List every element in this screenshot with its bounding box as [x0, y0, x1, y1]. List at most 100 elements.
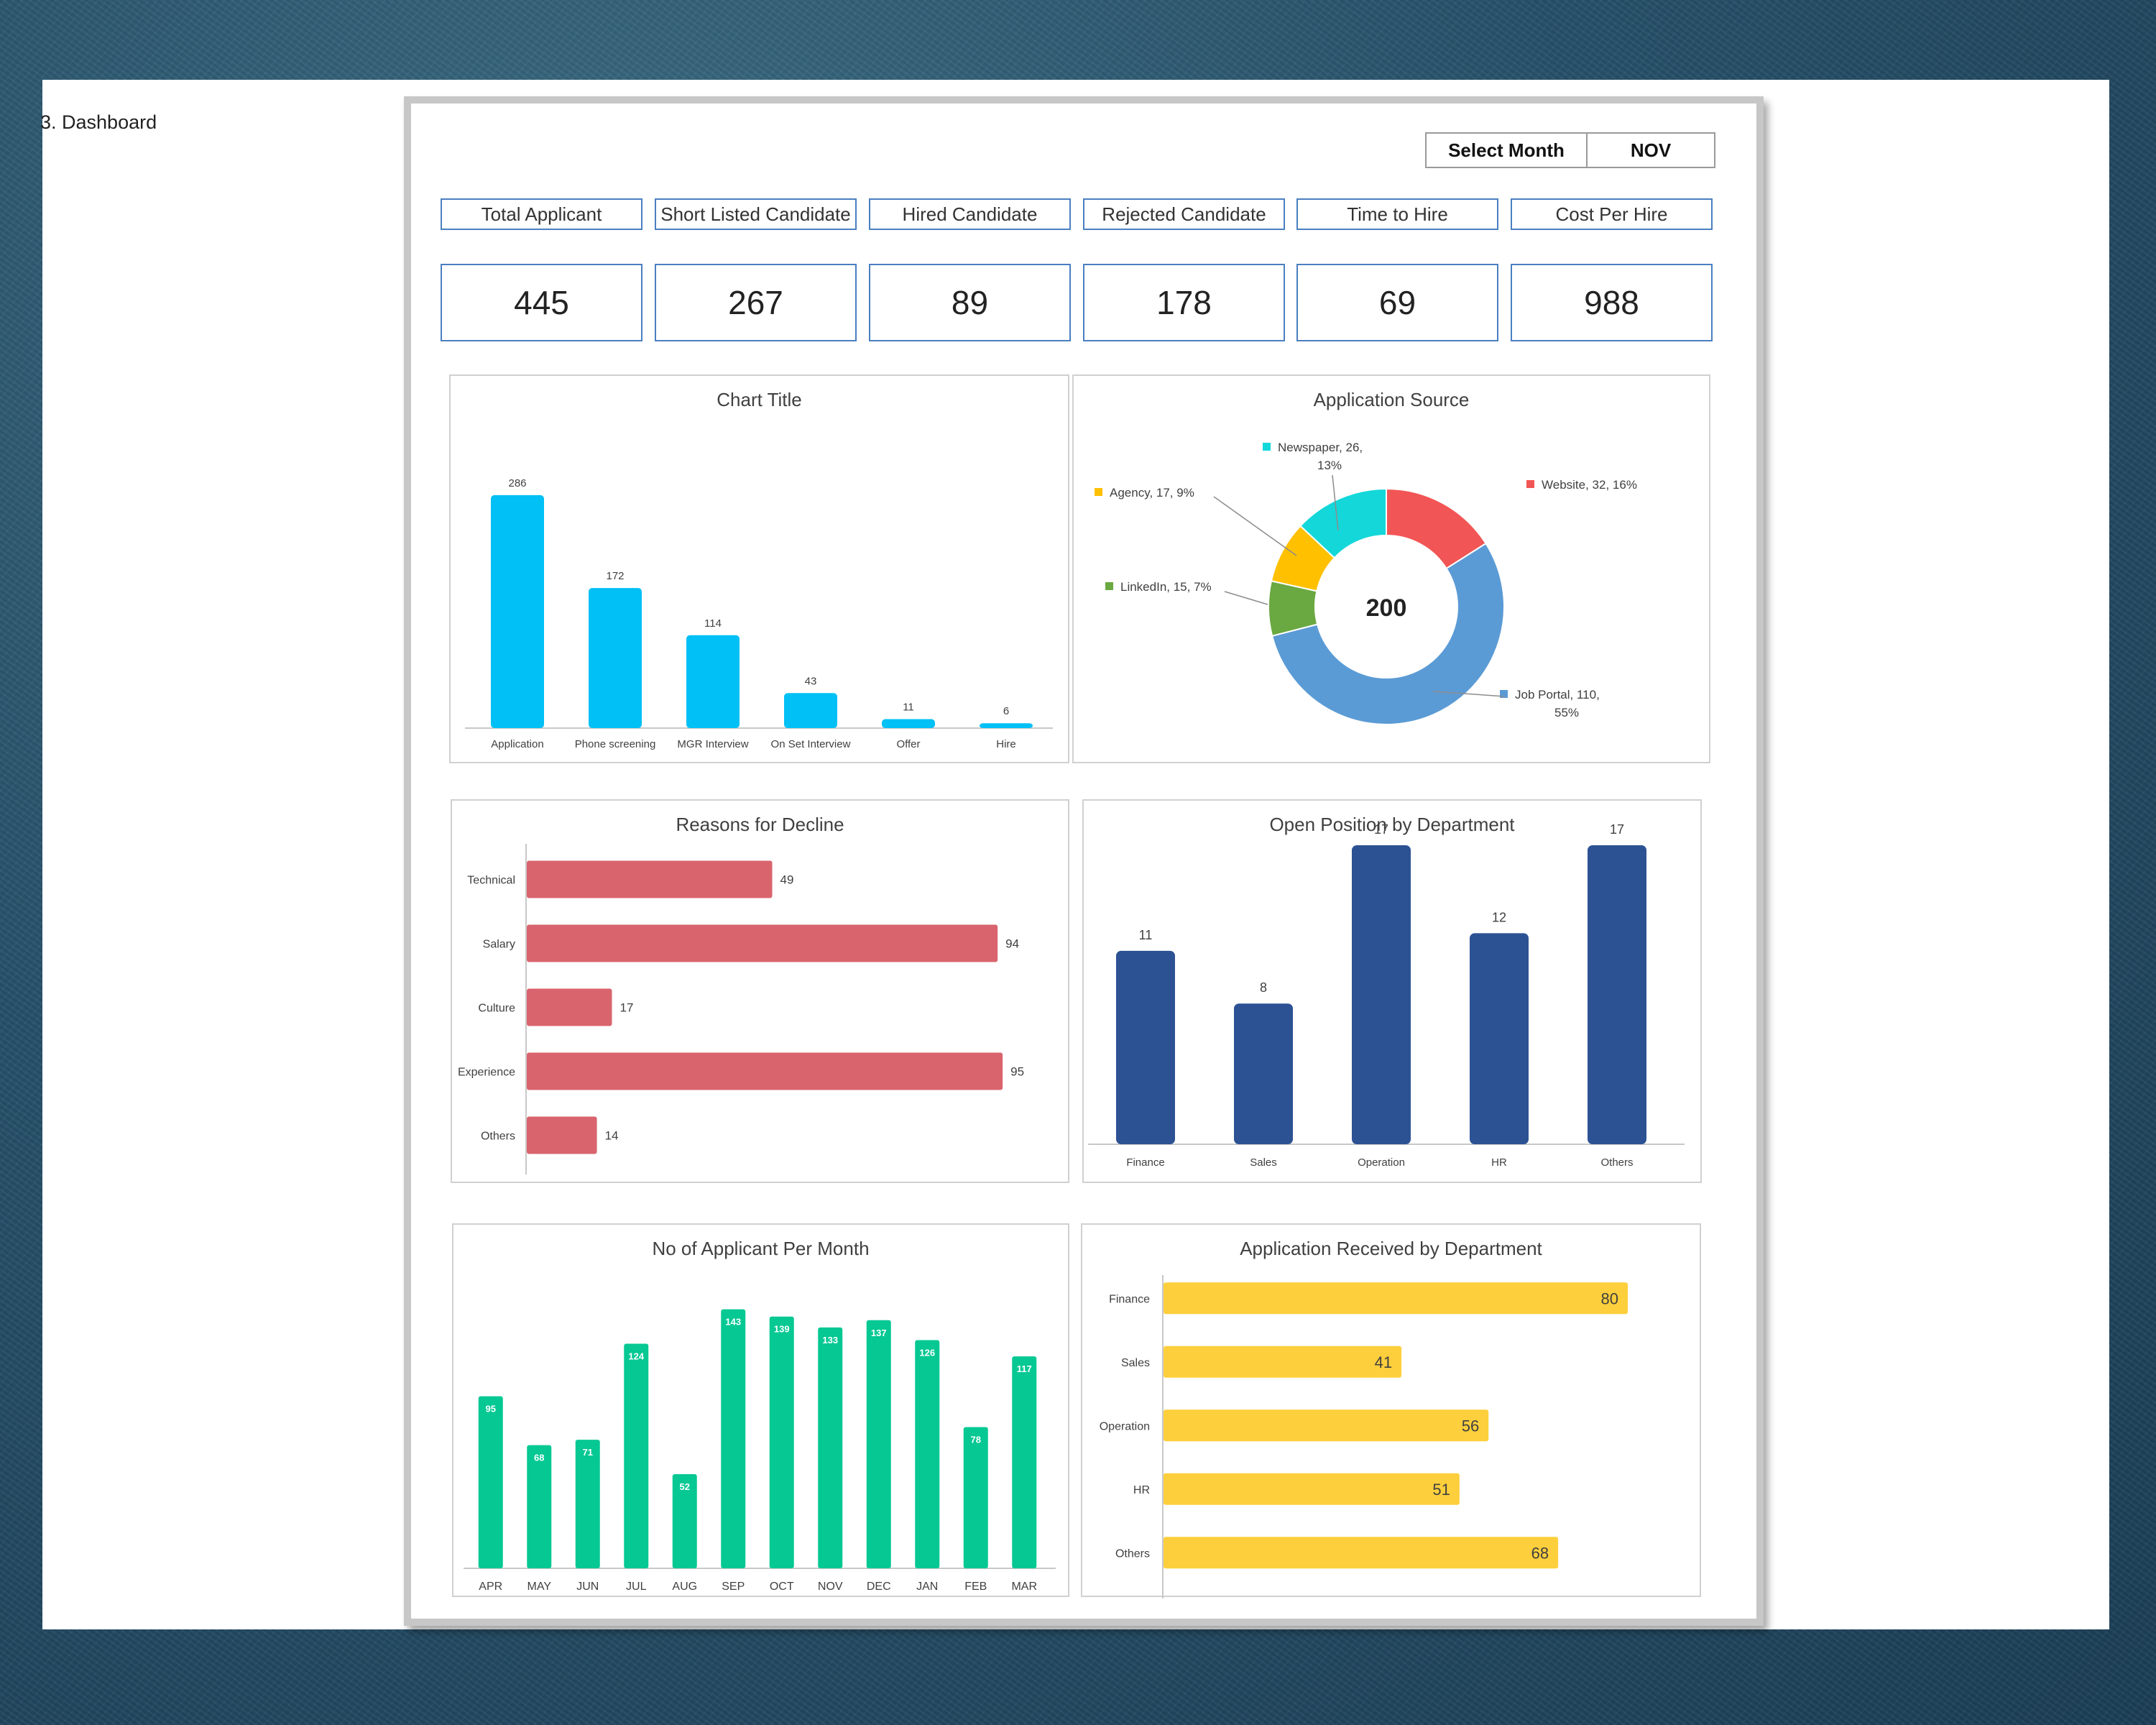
data-label: 139: [774, 1324, 790, 1335]
data-label: 8: [1260, 980, 1267, 995]
kpi-value-total-applicant: 445: [441, 264, 642, 341]
kpi-label-total-applicant: Total Applicant: [441, 198, 642, 230]
data-label: 172: [606, 570, 624, 582]
x-tick-label: Sales: [1250, 1156, 1277, 1169]
bar: [686, 635, 740, 728]
x-tick-label: SEP: [722, 1581, 745, 1593]
kpi-label-time-to-hire: Time to Hire: [1296, 198, 1498, 230]
leader-line: [1224, 591, 1268, 605]
kpi-value-cost-per-hire: 988: [1511, 264, 1713, 341]
bar: [980, 723, 1033, 728]
leader-line: [1332, 474, 1339, 531]
bar: [527, 924, 998, 962]
data-label: 133: [822, 1335, 838, 1346]
data-label: 78: [971, 1434, 981, 1445]
bar: [1116, 950, 1175, 1144]
funnel-chart-svg: 286 Application 172 Phone screening 114 MGR I…: [465, 477, 1053, 750]
x-tick-label: MAY: [528, 1581, 552, 1593]
chart-title: Open Position by Department: [1269, 814, 1515, 835]
panel-open-position: Open Position by Department 11 Finance 8 Sa…: [1082, 799, 1702, 1183]
bar: [1234, 1003, 1293, 1144]
data-label: 94: [1005, 937, 1019, 951]
application-received-svg: 80 Finance 41 Sales 56 Operation 51 HR 68 Others: [1100, 1275, 1628, 1598]
data-label: 49: [780, 873, 794, 887]
chart-title: No of Applicant Per Month: [652, 1238, 870, 1259]
legend-swatch: [1095, 488, 1102, 496]
y-tick-label: Sales: [1121, 1357, 1150, 1369]
data-label: 56: [1462, 1417, 1479, 1435]
bar: [527, 1445, 552, 1568]
y-tick-label: Technical: [467, 875, 515, 887]
slice-callout-label: Website, 32, 16%: [1542, 478, 1637, 492]
panel-funnel-chart: Chart Title 286 Application 172 Phone scree…: [449, 374, 1069, 763]
bar: [818, 1327, 843, 1568]
bar: [1470, 933, 1529, 1144]
data-label: 52: [680, 1481, 690, 1492]
slice-callout-label: Job Portal, 110,: [1515, 688, 1600, 702]
reasons-for-decline-svg: 49 Technical 94 Salary 17 Culture 95 Experience…: [458, 844, 1024, 1174]
bar: [1352, 845, 1411, 1144]
bar: [721, 1309, 746, 1568]
legend-swatch: [1500, 690, 1508, 698]
data-label: 6: [1003, 705, 1009, 717]
kpi-label-hired: Hired Candidate: [869, 198, 1071, 230]
month-selector-label: Select Month: [1427, 134, 1588, 167]
slice-callout-label: 55%: [1554, 706, 1579, 719]
chart-title: Application Source: [1313, 389, 1470, 410]
legend-swatch: [1105, 582, 1113, 590]
donut-slice: [1299, 487, 1387, 559]
data-label: 12: [1492, 910, 1506, 924]
bar: [1588, 845, 1646, 1144]
kpi-value-short-listed: 267: [655, 264, 857, 341]
slice-callout-label: Newspaper, 26,: [1278, 441, 1363, 454]
data-label: 11: [1139, 928, 1153, 942]
y-tick-label: Culture: [478, 1003, 515, 1015]
bar: [527, 988, 612, 1026]
month-selector[interactable]: Select Month NOV: [1425, 132, 1715, 168]
data-label: 80: [1601, 1289, 1618, 1307]
x-tick-label: Application: [491, 738, 543, 750]
y-tick-label: HR: [1133, 1484, 1150, 1496]
x-tick-label: JUN: [576, 1581, 599, 1593]
bar: [527, 1052, 1003, 1090]
data-label: 11: [903, 702, 914, 714]
panel-application-source: Application Source 200 Website, 32, 16% Jo…: [1072, 374, 1710, 763]
data-label: 114: [704, 617, 722, 630]
chart-title: Chart Title: [717, 389, 802, 410]
x-tick-label: MAR: [1011, 1581, 1037, 1593]
bar: [1012, 1356, 1037, 1568]
y-tick-label: Operation: [1100, 1420, 1150, 1432]
application-source-svg: 200 Website, 32, 16% Job Portal, 110, 55% Li…: [1095, 441, 1637, 725]
x-tick-label: Others: [1600, 1156, 1633, 1169]
x-tick-label: NOV: [818, 1581, 843, 1593]
data-label: 68: [534, 1453, 544, 1463]
donut-center-total: 200: [1366, 594, 1407, 622]
data-label: 43: [805, 675, 817, 687]
applicant-per-month-svg: 95 APR 68 MAY 71 JUN 124 JUL 52 AUG 143 SEP 139 OCT 13…: [464, 1309, 1056, 1593]
x-tick-label: Operation: [1358, 1156, 1405, 1169]
bar: [1164, 1537, 1559, 1569]
x-tick-label: HR: [1491, 1156, 1507, 1169]
x-tick-label: FEB: [964, 1581, 987, 1593]
bar: [963, 1427, 988, 1568]
x-tick-label: OCT: [770, 1581, 794, 1593]
y-tick-label: Finance: [1109, 1293, 1150, 1305]
leader-line: [1432, 691, 1506, 697]
month-selector-value[interactable]: NOV: [1630, 139, 1672, 161]
y-tick-label: Others: [1115, 1547, 1150, 1560]
legend-swatch: [1526, 480, 1534, 488]
kpi-value-hired: 89: [869, 264, 1071, 341]
chart-title: Application Received by Department: [1240, 1238, 1542, 1259]
kpi-label-cost-per-hire: Cost Per Hire: [1511, 198, 1713, 230]
bar: [491, 494, 544, 728]
kpi-value-rejected: 178: [1083, 264, 1285, 341]
x-tick-label: Finance: [1126, 1156, 1164, 1169]
x-tick-label: MGR Interview: [677, 738, 748, 750]
bar: [1164, 1473, 1460, 1505]
x-tick-label: On Set Interview: [771, 738, 851, 750]
slice-callout-label: Agency, 17, 9%: [1110, 486, 1194, 500]
y-tick-label: Salary: [483, 939, 515, 951]
data-label: 126: [919, 1347, 935, 1358]
x-tick-label: APR: [479, 1581, 502, 1593]
bar: [527, 860, 773, 898]
